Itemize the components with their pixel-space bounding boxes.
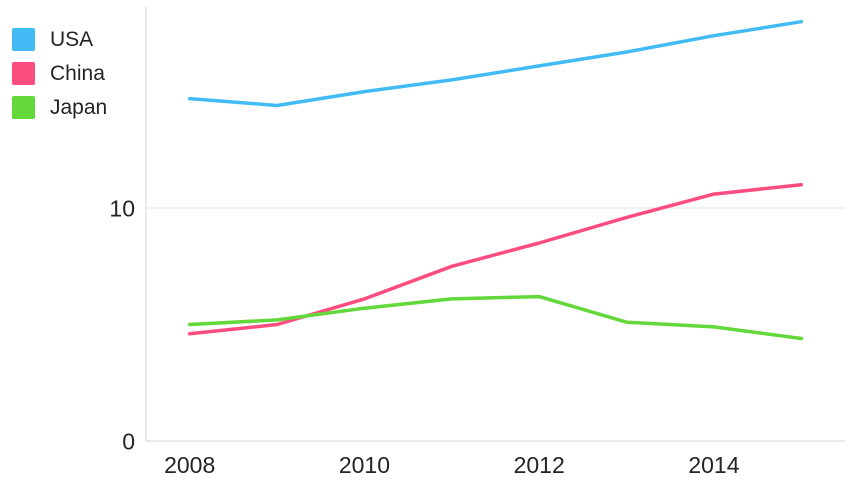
legend-label-usa: USA bbox=[50, 28, 94, 51]
legend-item-usa[interactable]: USA bbox=[12, 28, 107, 51]
legend-item-japan[interactable]: Japan bbox=[12, 96, 107, 119]
china-color-swatch bbox=[12, 62, 35, 85]
y-tick-label: 10 bbox=[109, 196, 135, 222]
legend-label-japan: Japan bbox=[50, 96, 108, 119]
chart-legend: USA China Japan bbox=[12, 28, 107, 119]
x-tick-label: 2010 bbox=[339, 452, 390, 478]
x-tick-label: 2012 bbox=[514, 452, 565, 478]
usa-color-swatch bbox=[12, 28, 35, 51]
series-line-china bbox=[187, 182, 804, 336]
japan-color-swatch bbox=[12, 96, 35, 119]
x-tick-label: 2014 bbox=[688, 452, 739, 478]
series-line-usa bbox=[187, 19, 804, 108]
legend-label-china: China bbox=[50, 62, 105, 85]
x-tick-label: 2008 bbox=[164, 452, 215, 478]
series-line-japan bbox=[187, 294, 804, 341]
legend-item-china[interactable]: China bbox=[12, 62, 107, 85]
y-tick-label: 0 bbox=[122, 429, 135, 455]
